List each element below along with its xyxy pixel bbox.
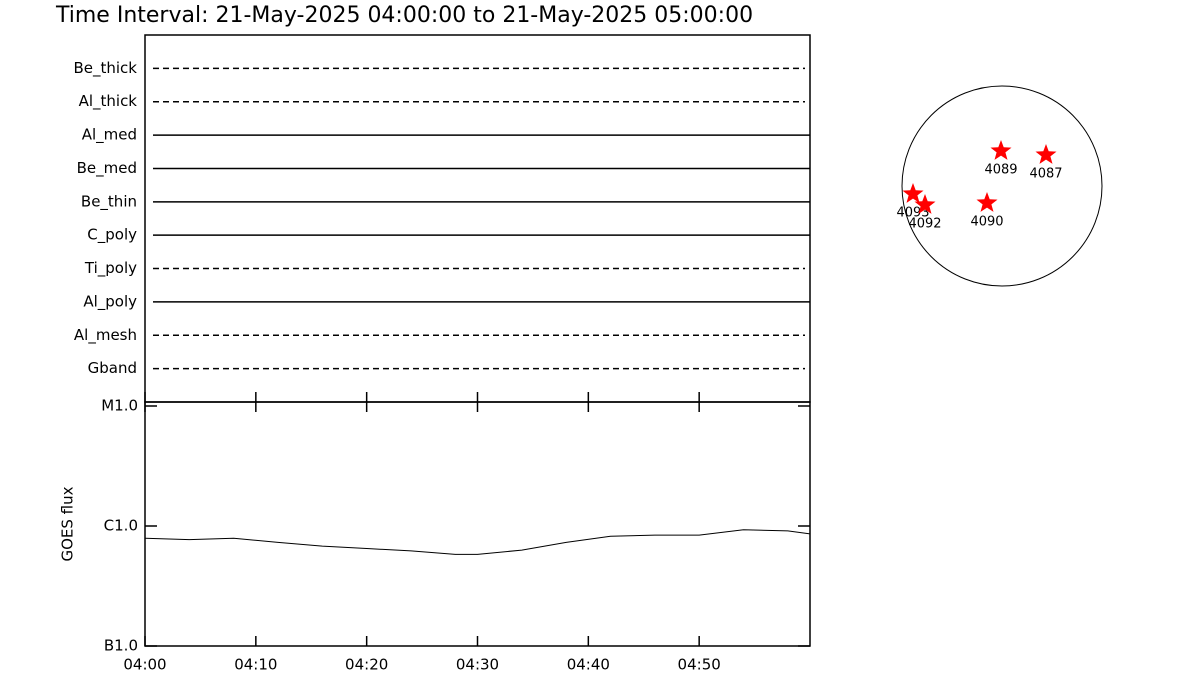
x-tick-label: 04:20 — [345, 656, 388, 674]
x-tick-label: 04:40 — [567, 656, 610, 674]
x-tick-label: 04:00 — [123, 656, 166, 674]
x-tick-label: 04:50 — [678, 656, 721, 674]
region-label: 4087 — [1029, 167, 1062, 182]
y-tick-label: C1.0 — [104, 517, 138, 535]
x-tick-label: 04:30 — [456, 656, 499, 674]
region-label: 4090 — [970, 215, 1003, 230]
y-tick-label: M1.0 — [101, 397, 138, 415]
region-label: 4092 — [908, 217, 941, 232]
region-label: 4089 — [984, 163, 1017, 178]
region-marker — [902, 183, 924, 203]
y-tick-label: B1.0 — [104, 637, 138, 655]
row-label: C_poly — [87, 226, 137, 245]
row-label: Be_thin — [81, 192, 137, 211]
timeline-frame — [144, 34, 811, 403]
row-label: Al_mesh — [74, 326, 137, 345]
chart-title: Time Interval: 21-May-2025 04:00:00 to 2… — [55, 3, 753, 28]
row-label: Al_thick — [79, 92, 138, 111]
goes-frame — [144, 401, 811, 647]
row-label: Gband — [88, 359, 137, 377]
row-label: Al_poly — [83, 292, 137, 311]
solar-disk — [901, 85, 1103, 287]
row-label: Be_med — [77, 159, 137, 178]
row-label: Be_thick — [73, 59, 137, 78]
region-marker — [914, 194, 936, 214]
x-tick-label: 04:10 — [234, 656, 277, 674]
goes-line — [144, 529, 811, 555]
y-axis-label: GOES flux — [59, 486, 77, 561]
row-label: Ti_poly — [84, 259, 137, 278]
region-marker — [990, 140, 1012, 160]
region-marker — [976, 192, 998, 212]
row-label: Al_med — [82, 126, 137, 145]
region-marker — [1035, 144, 1057, 164]
